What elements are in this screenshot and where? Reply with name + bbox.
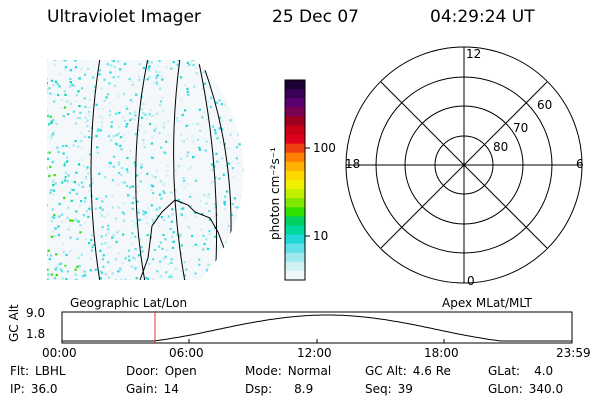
lat-label-80: 80 bbox=[493, 140, 509, 154]
image-date: 25 Dec 07 bbox=[272, 7, 359, 27]
status-ip: IP: 36.0 bbox=[10, 382, 58, 396]
mlt-label-0: 0 bbox=[467, 274, 475, 288]
timeline-xtick-0000: 00:00 bbox=[42, 346, 77, 360]
colorbar-swatch bbox=[285, 170, 305, 181]
timeline-ytick-max: 9.0 bbox=[26, 306, 46, 320]
colorbar-swatch bbox=[285, 125, 305, 136]
mlt-label-12: 12 bbox=[466, 47, 482, 61]
timeline-xtick-1800: 18:00 bbox=[424, 346, 459, 360]
colorbar-swatch bbox=[285, 161, 305, 172]
colorbar-swatch bbox=[285, 243, 305, 254]
colorbar-swatch bbox=[285, 116, 305, 126]
colorbar-swatch bbox=[285, 152, 305, 163]
mlt-label-6: 6 bbox=[576, 157, 584, 171]
lat-label-60: 60 bbox=[537, 98, 553, 112]
colorbar-unit-label: photon cm⁻²s⁻¹ bbox=[268, 147, 282, 240]
status-glat: GLat: 4.0 bbox=[488, 364, 554, 378]
instrument-title: Ultraviolet Imager bbox=[47, 7, 201, 27]
timeline-ylabel: GC Alt bbox=[7, 304, 21, 342]
timeline-left-label: Geographic Lat/Lon bbox=[70, 296, 188, 310]
status-seq: Seq: 39 bbox=[365, 382, 413, 396]
status-mode: Mode: Normal bbox=[245, 364, 332, 378]
uv-image bbox=[47, 60, 244, 280]
status-dsp: Dsp: 8.9 bbox=[245, 382, 314, 396]
colorbar-swatch bbox=[285, 98, 305, 108]
altitude-curve bbox=[62, 314, 572, 342]
status-glon: GLon: 340.0 bbox=[488, 382, 564, 396]
colorbar-swatch bbox=[285, 270, 305, 281]
colorbar-swatch bbox=[285, 252, 305, 263]
colorbar bbox=[285, 80, 305, 281]
colorbar-swatch bbox=[285, 189, 305, 199]
status-gain: Gain: 14 bbox=[126, 382, 179, 396]
status-door: Door: Open bbox=[126, 364, 197, 378]
timeline-ticks bbox=[61, 339, 573, 343]
timeline-xtick-0600: 06:00 bbox=[169, 346, 204, 360]
colorbar-swatch bbox=[285, 198, 305, 208]
colorbar-swatch bbox=[285, 225, 305, 236]
lat-label-70: 70 bbox=[513, 121, 529, 135]
colorbar-swatch bbox=[285, 89, 305, 99]
colorbar-frame bbox=[284, 79, 306, 281]
colorbar-label-100: 100 bbox=[313, 141, 336, 155]
timeline-ytick-min: 1.8 bbox=[26, 327, 46, 341]
polar-grid bbox=[345, 46, 583, 284]
colorbar-swatch bbox=[285, 234, 305, 245]
colorbar-swatch bbox=[285, 216, 305, 226]
colorbar-swatch bbox=[285, 80, 305, 90]
mlt-label-18: 18 bbox=[345, 157, 361, 171]
status-gc-alt: GC Alt: 4.6 Re bbox=[365, 364, 451, 378]
colorbar-label-10: 10 bbox=[313, 229, 329, 243]
timeline-xtick-1200: 12:00 bbox=[297, 346, 332, 360]
timeline-right-label: Apex MLat/MLT bbox=[442, 296, 532, 310]
colorbar-swatch bbox=[285, 143, 305, 154]
timeline-frame bbox=[61, 311, 573, 344]
colorbar-swatch bbox=[285, 207, 305, 217]
colorbar-swatch bbox=[285, 134, 305, 145]
image-time: 04:29:24 UT bbox=[430, 7, 535, 27]
colorbar-swatch bbox=[285, 107, 305, 117]
colorbar-swatch bbox=[285, 261, 305, 272]
timeline-xtick-2359: 23:59 bbox=[556, 346, 591, 360]
colorbar-swatch bbox=[285, 180, 305, 190]
status-flt: Flt: LBHL bbox=[10, 364, 66, 378]
